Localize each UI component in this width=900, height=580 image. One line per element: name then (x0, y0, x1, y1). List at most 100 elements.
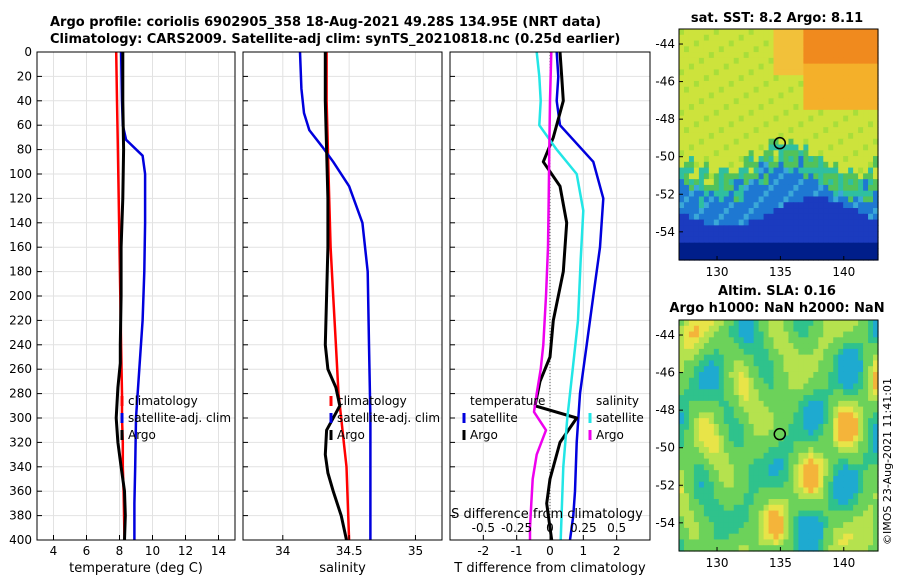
map-cell (858, 481, 864, 489)
map-cell (808, 173, 814, 180)
map-cell (808, 138, 814, 146)
map-cell (798, 400, 804, 408)
map-cell (683, 219, 690, 226)
map-cell (718, 80, 725, 88)
map-cell (843, 190, 849, 198)
map-cell (818, 138, 824, 146)
map-cell (843, 320, 849, 327)
map-cell (713, 57, 720, 65)
map-cell (823, 225, 829, 232)
map-cell (833, 184, 839, 192)
map-cell (838, 138, 844, 146)
map-cell (688, 80, 695, 88)
map-cell (808, 156, 814, 163)
map-cell (808, 92, 814, 99)
map-cell (708, 86, 715, 94)
map-cell (743, 331, 750, 338)
map-cell (803, 213, 809, 221)
map-cell (858, 366, 864, 373)
map-cell (688, 231, 695, 238)
map-cell (713, 337, 720, 344)
map-cell (688, 104, 695, 111)
map-cell (733, 504, 740, 512)
map-cell (768, 418, 775, 425)
map-cell (783, 109, 790, 117)
map-cell (803, 475, 809, 483)
map-cell (793, 470, 799, 477)
map-cell (823, 429, 829, 437)
map-cell (713, 46, 720, 53)
map-cell (773, 412, 780, 419)
map-cell (733, 225, 740, 232)
map-cell (688, 545, 695, 552)
map-cell (763, 395, 770, 402)
map-cell (813, 383, 819, 390)
map-cell (733, 34, 740, 42)
map-cell (863, 219, 869, 226)
map-cell (798, 470, 804, 477)
map-cell (708, 545, 715, 552)
map-cell (858, 121, 864, 128)
map-cell (693, 104, 700, 111)
map-cell (763, 360, 770, 367)
map-cell (679, 161, 685, 169)
map-cell (793, 522, 799, 529)
map-cell (868, 331, 874, 338)
map-cell (828, 184, 834, 192)
map-cell (828, 481, 834, 489)
map-cell (813, 52, 819, 59)
map-cell (838, 75, 844, 82)
map-cell (718, 423, 725, 431)
map-cell (833, 343, 839, 350)
map-cell (803, 92, 809, 99)
map-cell (873, 248, 879, 255)
map-cell (813, 527, 819, 535)
map-cell (763, 231, 770, 238)
map-cell (718, 196, 725, 203)
map-cell (813, 516, 819, 523)
map-cell (768, 29, 775, 36)
map-cell (718, 539, 725, 546)
map-cell (738, 395, 745, 402)
map-cell (818, 46, 824, 53)
map-cell (728, 452, 735, 460)
map-cell (738, 208, 745, 215)
map-cell (783, 435, 790, 442)
map-cell (778, 75, 785, 82)
map-cell (793, 325, 799, 333)
map-cell (818, 179, 824, 186)
map-cell (683, 190, 690, 198)
map-cell (823, 348, 829, 356)
map-cell (778, 499, 785, 506)
map-cell (793, 533, 799, 541)
map-cell (738, 242, 745, 250)
map-cell (798, 127, 804, 134)
map-cell (683, 69, 690, 76)
map-cell (833, 516, 839, 523)
map-cell (693, 86, 700, 94)
map-cell (693, 337, 700, 344)
map-cell (718, 348, 725, 356)
map-cell (818, 493, 824, 500)
map-cell (833, 504, 839, 512)
map-cell (738, 406, 745, 414)
map-cell (853, 29, 859, 36)
map-cell (778, 325, 785, 333)
map-cell (783, 63, 790, 71)
map-cell (853, 231, 859, 238)
map-cell (823, 121, 829, 128)
map-cell (708, 63, 715, 71)
map-cell (813, 75, 819, 82)
map-cell (823, 92, 829, 99)
y-tick-label: 40 (17, 94, 32, 108)
map-cell (733, 144, 740, 151)
map-cell (693, 213, 700, 221)
map-cell (848, 242, 854, 250)
map-cell (679, 452, 685, 460)
map-cell (723, 527, 730, 535)
map-cell (728, 57, 735, 65)
map-cell (758, 179, 765, 186)
map-cell (788, 522, 795, 529)
map-cell (778, 104, 785, 111)
map-cell (778, 348, 785, 356)
